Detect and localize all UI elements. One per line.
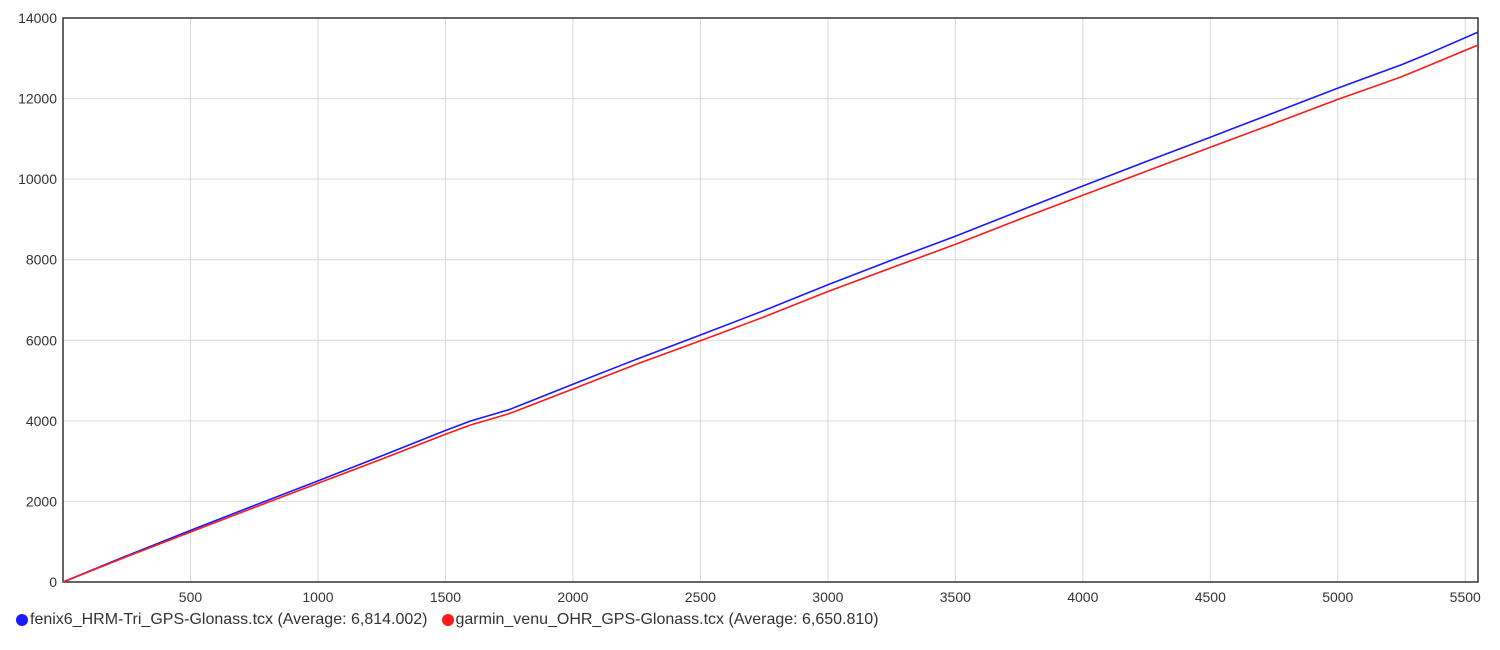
x-axis-tick-labels: 500 1000 1500 2000 2500 3000 3500 4000 4500 5000 5… [179,589,1481,605]
legend-dot-fenix6 [16,614,28,626]
x-tick-label: 1500 [430,589,461,605]
legend-dot-garmin-venu [441,614,454,626]
x-tick-label: 2500 [685,589,716,605]
vertical-gridlines [189,18,1466,582]
y-tick-label: 0 [49,574,57,590]
x-tick-label: 4000 [1067,589,1098,605]
y-axis-tick-labels: 0 2000 4000 6000 8000 10000 12000 14000 [18,10,57,590]
series-line-garmin-venu [62,44,1479,583]
y-tick-label: 2000 [26,493,57,509]
x-tick-label: 2000 [557,589,588,605]
x-tick-label: 3000 [812,589,843,605]
series-lines [62,31,1479,583]
y-tick-label: 6000 [26,332,57,348]
plot-area-frame [62,17,1479,583]
x-tick-label: 5500 [1450,589,1481,605]
legend-item-garmin-venu[interactable]: garmin_venu_OHR_GPS-Glonass.tcx (Average… [441,611,879,629]
legend-item-fenix6[interactable]: fenix6_HRM-Tri_GPS-Glonass.tcx (Average:… [16,611,428,629]
y-tick-label: 14000 [18,10,57,26]
y-tick-label: 8000 [26,252,57,268]
x-tick-label: 3500 [940,589,971,605]
line-chart: 500 1000 1500 2000 2500 3000 3500 4000 4500 5000 5… [18,10,1481,605]
x-tick-label: 1000 [302,589,333,605]
series-line-fenix6 [62,31,1479,583]
legend-label-fenix6: fenix6_HRM-Tri_GPS-Glonass.tcx (Average:… [30,611,428,628]
legend-label-garmin-venu: garmin_venu_OHR_GPS-Glonass.tcx (Average… [455,611,879,628]
y-tick-label: 10000 [18,171,57,187]
y-tick-label: 4000 [26,413,57,429]
x-tick-label: 500 [179,589,203,605]
horizontal-gridlines [63,98,1478,502]
x-tick-label: 5000 [1322,589,1353,605]
legend: fenix6_HRM-Tri_GPS-Glonass.tcx (Average:… [16,611,893,629]
y-tick-label: 12000 [18,91,57,107]
x-tick-label: 4500 [1195,589,1226,605]
